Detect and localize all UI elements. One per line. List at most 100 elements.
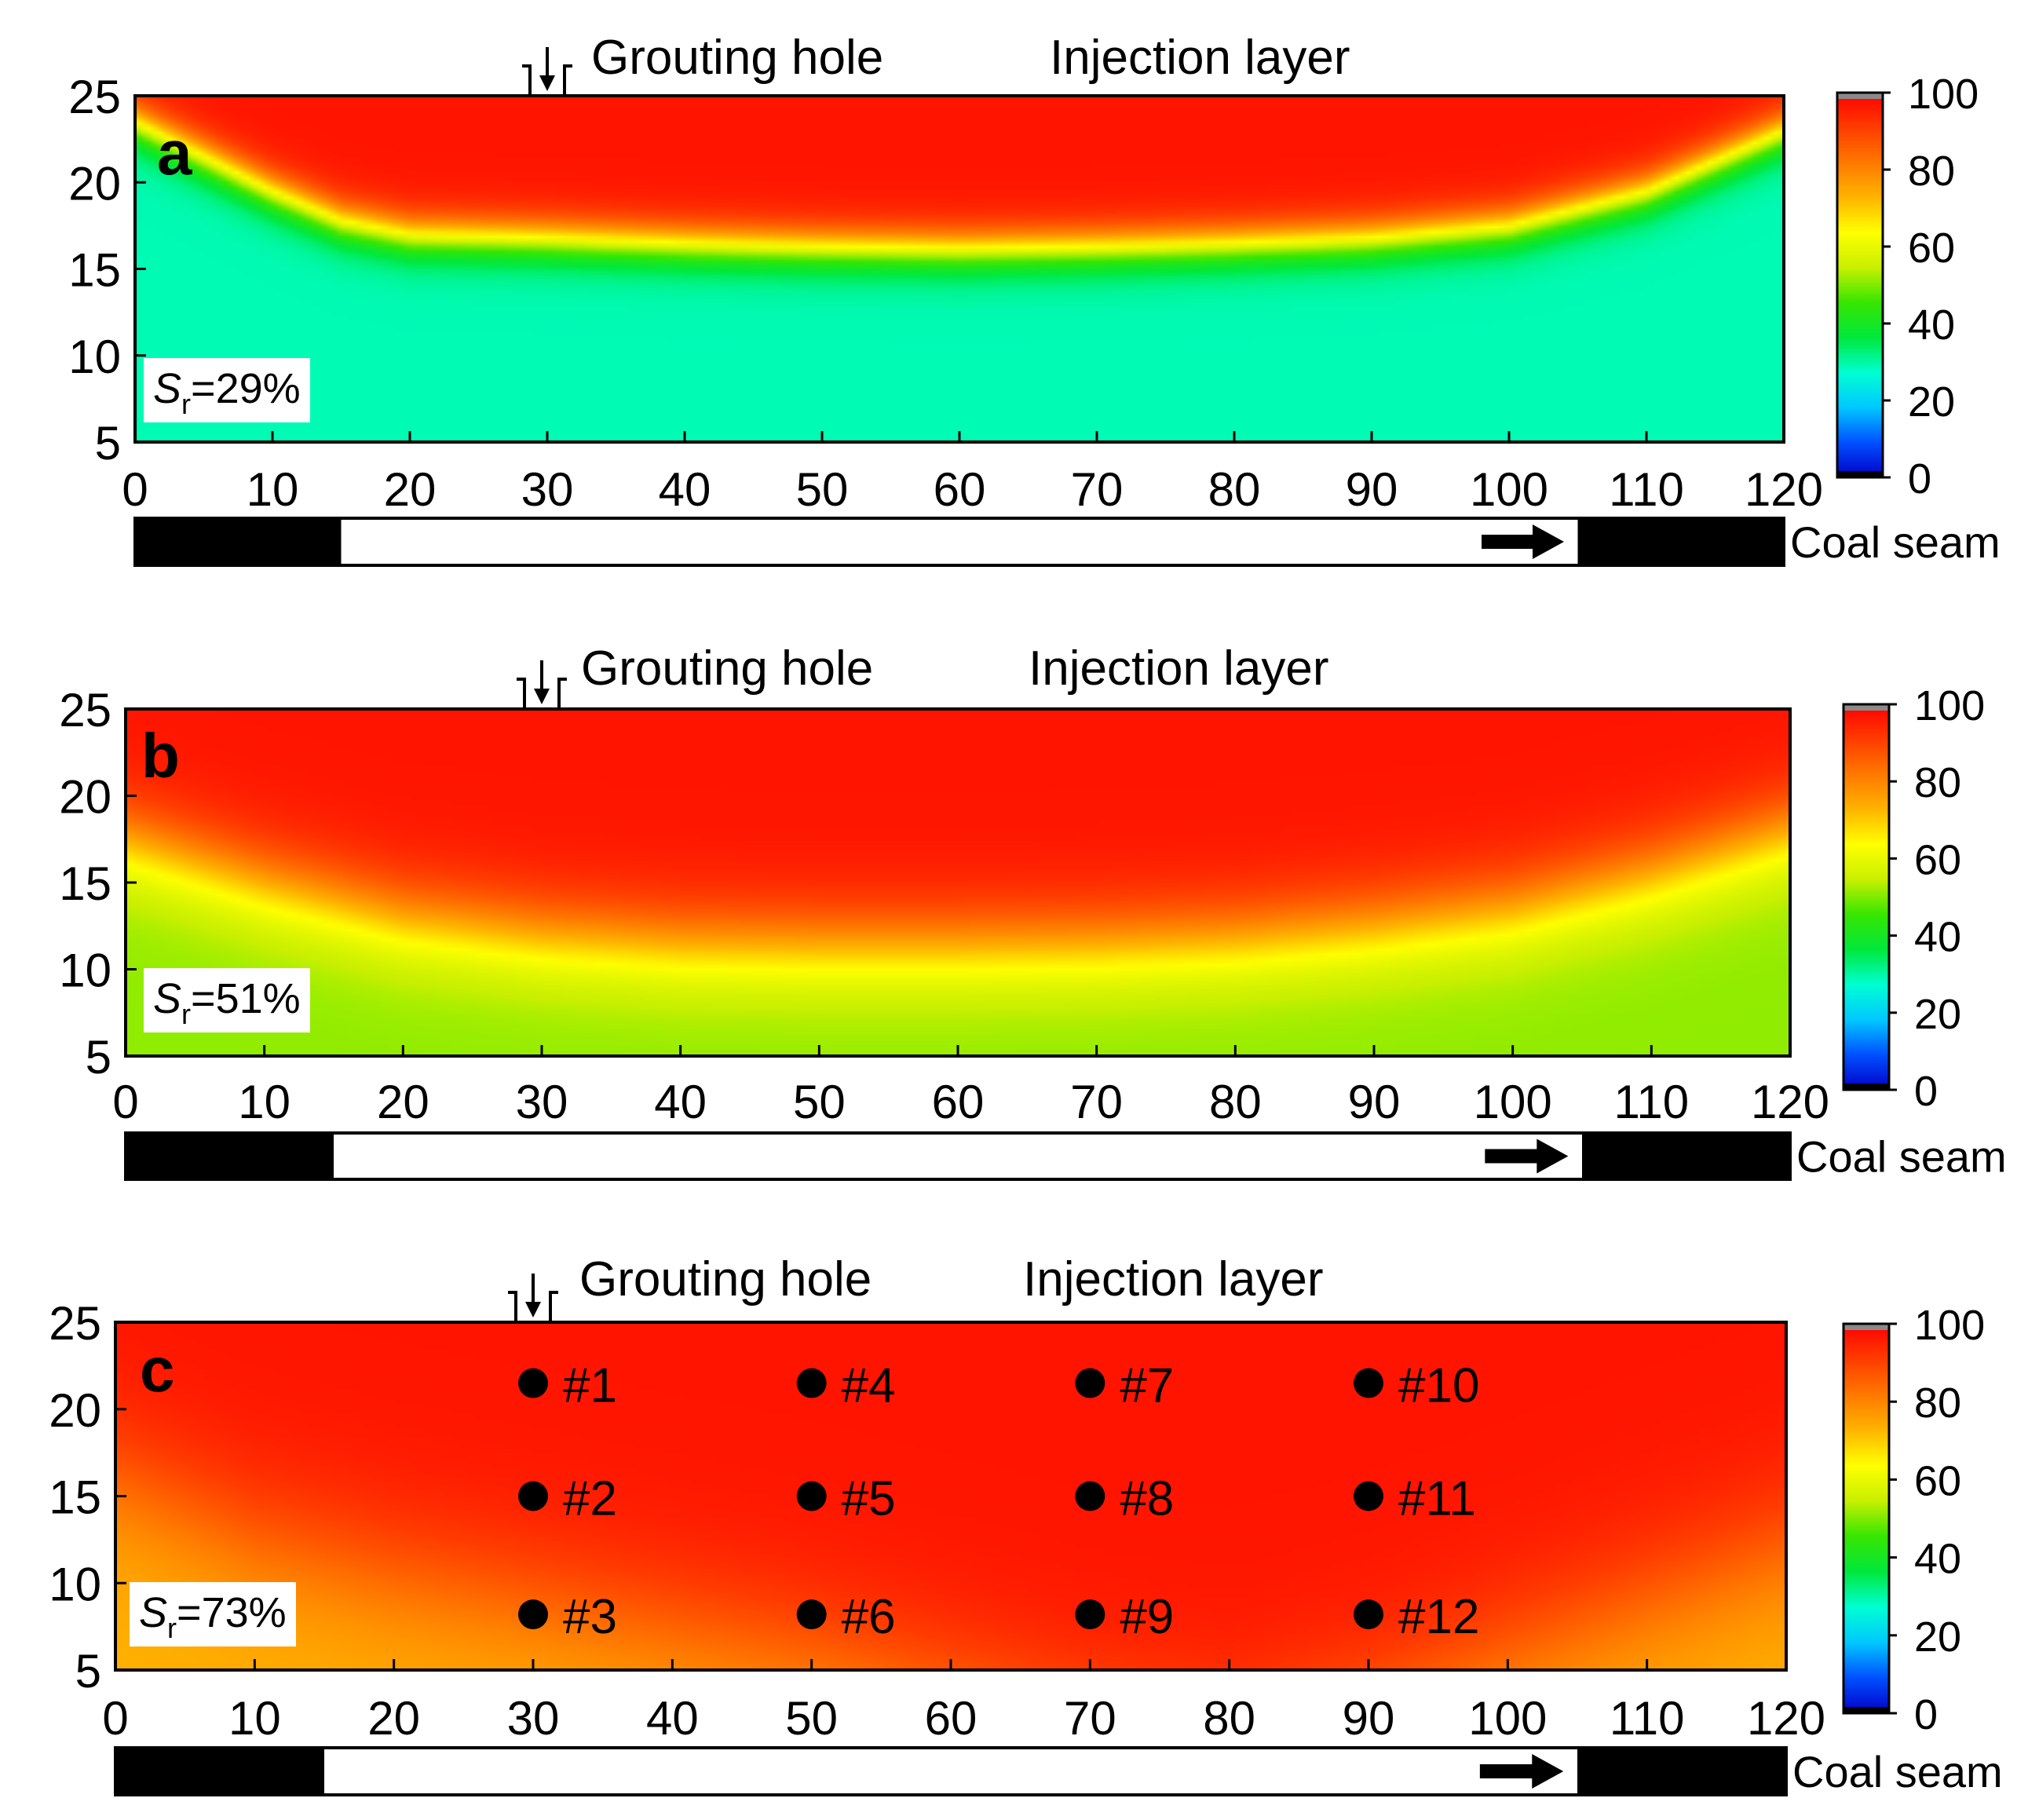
x-tick-label: 30 [516,1076,568,1128]
coal-seam-bar: Coal seam [114,1746,2003,1796]
colorbar-tick-label: 60 [1908,225,1955,272]
colorbar-tick-label: 80 [1914,759,1961,806]
coal-seam-label: Coal seam [1792,1747,2003,1796]
y-tick-label: 5 [86,1031,111,1084]
x-tick-label: 10 [247,463,299,516]
y-tick-label: 25 [59,684,111,736]
seam-block [115,1748,324,1795]
x-tick-label: 120 [1751,1076,1829,1128]
x-tick-label: 10 [228,1692,281,1745]
coal-seam-label: Coal seam [1790,517,2001,567]
colorbar-tick-label: 20 [1908,378,1955,426]
x-tick-label: 110 [1610,1692,1685,1745]
x-tick-label: 80 [1208,463,1261,516]
colorbar-frame [1842,703,1891,1091]
sr-value: =73% [177,1589,287,1636]
x-tick-label: 50 [785,1692,838,1745]
grouting-hole-label: Grouting hole [581,641,873,696]
x-tick-label: 70 [1071,463,1124,516]
sr-value: =29% [191,365,301,412]
x-tick-label: 110 [1614,1076,1690,1128]
x-tick-label: 120 [1745,463,1823,516]
monitoring-point-label: #9 [1120,1590,1174,1644]
heatmap-field [126,709,1790,1056]
y-tick-label: 15 [68,244,121,297]
monitoring-point [1075,1481,1105,1511]
colorbar-tick-label: 0 [1914,1691,1938,1738]
monitoring-point-label: #5 [842,1472,896,1526]
colorbar-tick-label: 40 [1914,1536,1961,1583]
colorbar-tick-label: 100 [1914,1302,1985,1349]
colorbar-tick-label: 80 [1908,148,1955,195]
injection-arrow-head [539,75,555,91]
x-tick-label: 30 [507,1692,560,1745]
x-tick-label: 100 [1468,1692,1547,1745]
monitoring-point [1354,1481,1383,1511]
injection-layer-label: Injection layer [1029,641,1329,696]
x-tick-label: 100 [1470,463,1548,516]
sr-symbol: S [153,975,181,1022]
injection-layer-label: Injection layer [1023,1252,1324,1307]
colorbar-top-cap [1837,93,1883,99]
coal-seam-bar: Coal seam [124,1131,2007,1182]
y-tick-label: 20 [68,157,121,210]
x-tick-label: 0 [102,1692,128,1745]
x-tick-label: 0 [122,463,148,516]
x-tick-label: 10 [238,1076,291,1128]
monitoring-point [518,1481,548,1511]
sr-box [130,1582,296,1646]
grouting-hole-symbol [517,660,567,709]
advance-arrow [1479,1754,1564,1789]
hole-bracket-right [549,1291,558,1322]
colorbar-frame [1836,91,1884,479]
monitoring-point [1354,1368,1383,1398]
seam-block [126,1133,334,1179]
monitoring-point [1075,1368,1105,1398]
monitoring-point [1354,1599,1383,1630]
colorbar-top-cap [1844,704,1889,711]
sr-subscript: r [167,1612,177,1644]
colorbar-tick-label: 0 [1908,455,1931,503]
y-tick-label: 5 [95,417,121,470]
sr-symbol: S [153,365,181,412]
y-tick-label: 5 [75,1645,101,1698]
monitoring-point-label: #1 [563,1359,617,1413]
seam-block [135,518,342,565]
x-tick-label: 20 [384,463,437,516]
x-tick-label: 0 [112,1076,138,1128]
x-tick-label: 60 [932,1076,985,1128]
sr-box [144,968,310,1032]
sr-label: Sr=73% [139,1589,287,1644]
colorbar-frame [1842,1322,1891,1715]
y-tick-label: 25 [68,71,121,123]
grouting-hole-label: Grouting hole [579,1252,872,1307]
y-tick-label: 10 [59,945,111,997]
colorbar-tick-label: 20 [1914,991,1961,1038]
injection-arrow-head [534,689,550,704]
colorbar-bottom-cap [1844,1707,1889,1713]
sr-label: Sr=29% [153,365,301,420]
colorbar-tick-label: 80 [1914,1380,1961,1427]
x-tick-label: 50 [796,463,849,516]
monitoring-point [518,1368,548,1398]
monitoring-point-label: #3 [563,1590,617,1644]
colorbar-bottom-cap [1837,471,1883,477]
x-tick-label: 80 [1209,1076,1262,1128]
panel-tag: a [157,118,192,188]
colorbar-fill [1837,93,1883,477]
sr-box [144,358,310,422]
x-tick-label: 90 [1348,1076,1401,1128]
monitoring-point-label: #4 [842,1359,896,1413]
colorbar: 0 20 40 60 80 100 [1842,1302,1985,1738]
colorbar-tick-label: 20 [1914,1614,1961,1661]
sr-subscript: r [181,998,191,1030]
colorbar: 0 20 40 60 80 100 [1842,682,1985,1115]
monitoring-point [796,1368,827,1398]
coal-seam-label: Coal seam [1796,1132,2007,1182]
y-tick-label: 20 [59,771,111,824]
x-tick-label: 120 [1747,1692,1825,1745]
monitoring-point [796,1481,827,1511]
y-tick-label: 15 [49,1471,101,1524]
x-tick-label: 100 [1474,1076,1552,1128]
